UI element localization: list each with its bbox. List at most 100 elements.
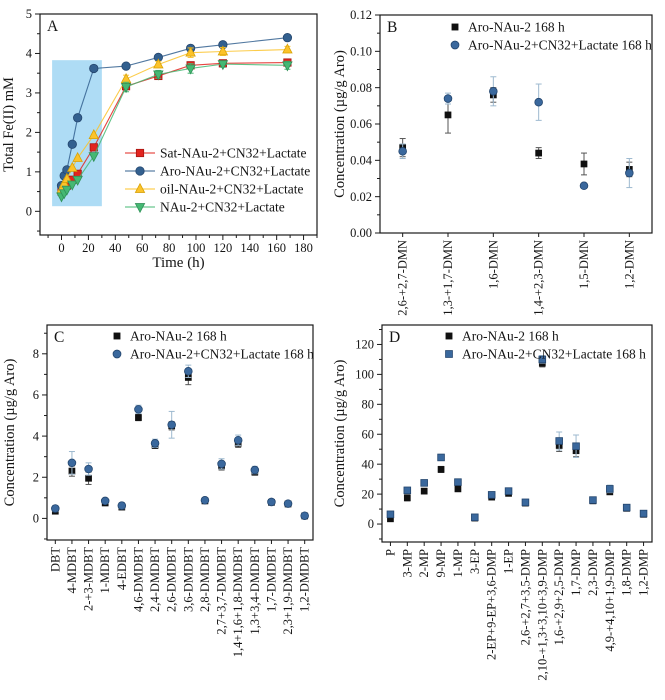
- x-category-label: 4-EDBT: [115, 547, 129, 590]
- triangle-down-marker: [282, 61, 293, 72]
- circle-marker: [579, 181, 589, 191]
- series-aro-nau-2-cn32-lactate-168-h: [398, 76, 634, 191]
- x-category-label: 2,4-DMDBT: [148, 547, 162, 612]
- legend-label: Aro-NAu-2 168 h: [468, 20, 565, 35]
- square-marker: [639, 509, 648, 518]
- x-axis-title: Time (h): [152, 255, 204, 271]
- circle-marker: [121, 61, 131, 71]
- x-category-label: 1,8-DMP: [620, 549, 634, 596]
- y-tick-label: 60: [362, 427, 375, 441]
- square-marker: [504, 487, 513, 495]
- y-axis-title: Concentration (µg/g Aro): [332, 50, 348, 198]
- x-category-label: 2,6-+2,7+3,5-DMP: [518, 549, 532, 645]
- x-category-label: 2,7+3,7-DMDBT: [215, 547, 229, 635]
- series-aro-nau-2-168-h: [399, 87, 633, 178]
- circle-marker: [135, 166, 145, 176]
- legend-label: Aro-NAu-2 168 h: [462, 329, 559, 344]
- y-tick-label: 0: [368, 517, 374, 531]
- circle-marker: [134, 405, 143, 414]
- circle-marker: [167, 420, 176, 430]
- x-tick-label: 160: [267, 241, 286, 255]
- x-category-label: 2,8-DMDBT: [198, 547, 212, 612]
- x-category-label: 2-MP: [417, 549, 431, 578]
- x-category-label: 2,6-+2,7-DMN: [396, 240, 410, 316]
- y-tick-label: 0: [33, 512, 39, 526]
- series-aro-nau-2-168-h: [387, 358, 647, 523]
- x-category-label: 1,3-+1,7-DMN: [441, 240, 455, 316]
- square-marker: [622, 503, 631, 512]
- circle-marker: [200, 496, 210, 505]
- square-marker: [572, 442, 580, 450]
- plot-border: [381, 324, 653, 543]
- panel-label: D: [389, 329, 400, 346]
- y-tick-label: 0: [26, 205, 32, 219]
- y-axis-title: Total Fe(II) mM: [1, 77, 17, 172]
- y-tick-label: 0.12: [350, 8, 372, 22]
- axis-ticks: [377, 328, 645, 546]
- circle-marker: [283, 499, 293, 508]
- x-category-label: 1,2-DMN: [622, 240, 636, 289]
- circle-marker: [67, 458, 77, 468]
- y-tick-label: 0.08: [350, 81, 372, 95]
- y-axis-title: Concentration (µg/g Aro): [332, 359, 348, 507]
- y-tick-label: 4: [33, 429, 40, 443]
- x-tick-label: 180: [294, 241, 313, 255]
- circle-marker: [67, 139, 77, 149]
- panel-a-chart: 0 1 2 3 4 5 0 20 40 60 80 100 120 140 160 180 Sat-NAu-2+…: [1, 7, 318, 271]
- square-marker: [437, 453, 445, 462]
- y-tick-label: 5: [26, 7, 32, 21]
- y-tick-label: 0.06: [350, 117, 372, 131]
- circle-marker: [217, 459, 226, 469]
- circle-marker: [489, 87, 498, 96]
- circle-marker: [184, 367, 193, 376]
- y-tick-label: 6: [33, 388, 39, 402]
- triangle-down-marker: [153, 70, 164, 81]
- legend-label: NAu-2+CN32+Lactate: [160, 200, 285, 215]
- x-category-label: 2-EP+9-EP+3,6-DMP: [485, 549, 499, 660]
- y-tick-label: 0.04: [350, 154, 373, 168]
- x-category-label: 1,3+3,4-DMDBT: [248, 547, 262, 635]
- y-tick-label: 3: [26, 86, 32, 100]
- x-tick-label: 40: [109, 241, 122, 255]
- y-axis-title: Concentration (µg/g Aro): [2, 358, 18, 506]
- circle-marker: [233, 435, 243, 445]
- x-tick-label: 80: [163, 241, 176, 255]
- panel-label: C: [54, 329, 64, 346]
- x-category-label: 3,6-DMDBT: [181, 547, 195, 612]
- x-category-label: 2,10-+1,3+3,10+3,9-DMP: [535, 549, 549, 681]
- square-marker: [538, 355, 547, 364]
- x-category-label: 4,9-+4,10+1,9-DMP: [603, 549, 617, 652]
- x-category-label: 2,3-DMP: [586, 549, 600, 596]
- x-category-label: 2-+3-MDBT: [82, 547, 96, 611]
- triangle-up-marker: [61, 172, 73, 183]
- x-category-label: 1,4-+2,3-DMN: [532, 240, 546, 316]
- panel-c-chart: 0 2 4 6 8 DBT 4-MDBT 2-+3-MDBT 1-MDBT 4-EDBT 4,6-D…: [2, 324, 314, 657]
- triangle-down-marker: [88, 152, 100, 163]
- circle-marker: [100, 496, 110, 506]
- x-tick-label: 60: [136, 241, 149, 255]
- x-tick-label: 140: [240, 241, 259, 255]
- x-tick-label: 120: [213, 241, 232, 255]
- legend-label: Aro-NAu-2+CN32+Lactate 168 h: [130, 347, 314, 362]
- square-marker: [451, 23, 459, 31]
- legend-label: Aro-NAu-2 168 h: [130, 329, 227, 344]
- y-tick-label: 4: [26, 47, 33, 61]
- square-marker: [555, 437, 563, 445]
- triangle-up-marker: [217, 45, 229, 56]
- x-category-label: 9-MP: [434, 549, 448, 578]
- legend-label: Aro-NAu-2+CN32+Lactate: [160, 164, 310, 179]
- triangle-up-marker: [185, 46, 196, 57]
- square-marker: [113, 332, 121, 340]
- square-marker: [454, 478, 462, 486]
- x-category-label: 1,6-DMN: [486, 240, 500, 289]
- triangle-down-marker: [134, 203, 146, 214]
- plot-border: [46, 324, 314, 541]
- legend-label: oil-NAu-2+CN32+Lactate: [160, 182, 303, 197]
- series-aro-nau-2-cn32-lactate-168-h: [51, 364, 309, 520]
- square-marker: [387, 515, 394, 523]
- series-aro-nau-2-cn32-lactate: [56, 33, 293, 191]
- circle-marker: [117, 501, 127, 510]
- circle-marker: [150, 439, 160, 448]
- x-category-label: 3-EP: [468, 549, 482, 574]
